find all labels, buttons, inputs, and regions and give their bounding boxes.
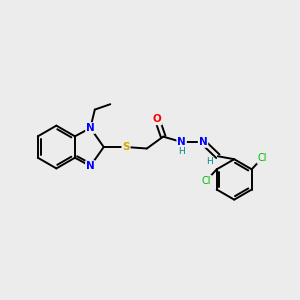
Text: N: N xyxy=(199,137,207,147)
Text: N: N xyxy=(86,161,95,171)
Text: O: O xyxy=(153,114,162,124)
Text: H: H xyxy=(178,147,184,156)
Text: Cl: Cl xyxy=(202,176,211,186)
Text: H: H xyxy=(206,157,213,166)
Text: S: S xyxy=(122,142,130,152)
Text: Cl: Cl xyxy=(257,153,267,163)
Text: N: N xyxy=(177,137,186,147)
Text: N: N xyxy=(86,123,95,133)
